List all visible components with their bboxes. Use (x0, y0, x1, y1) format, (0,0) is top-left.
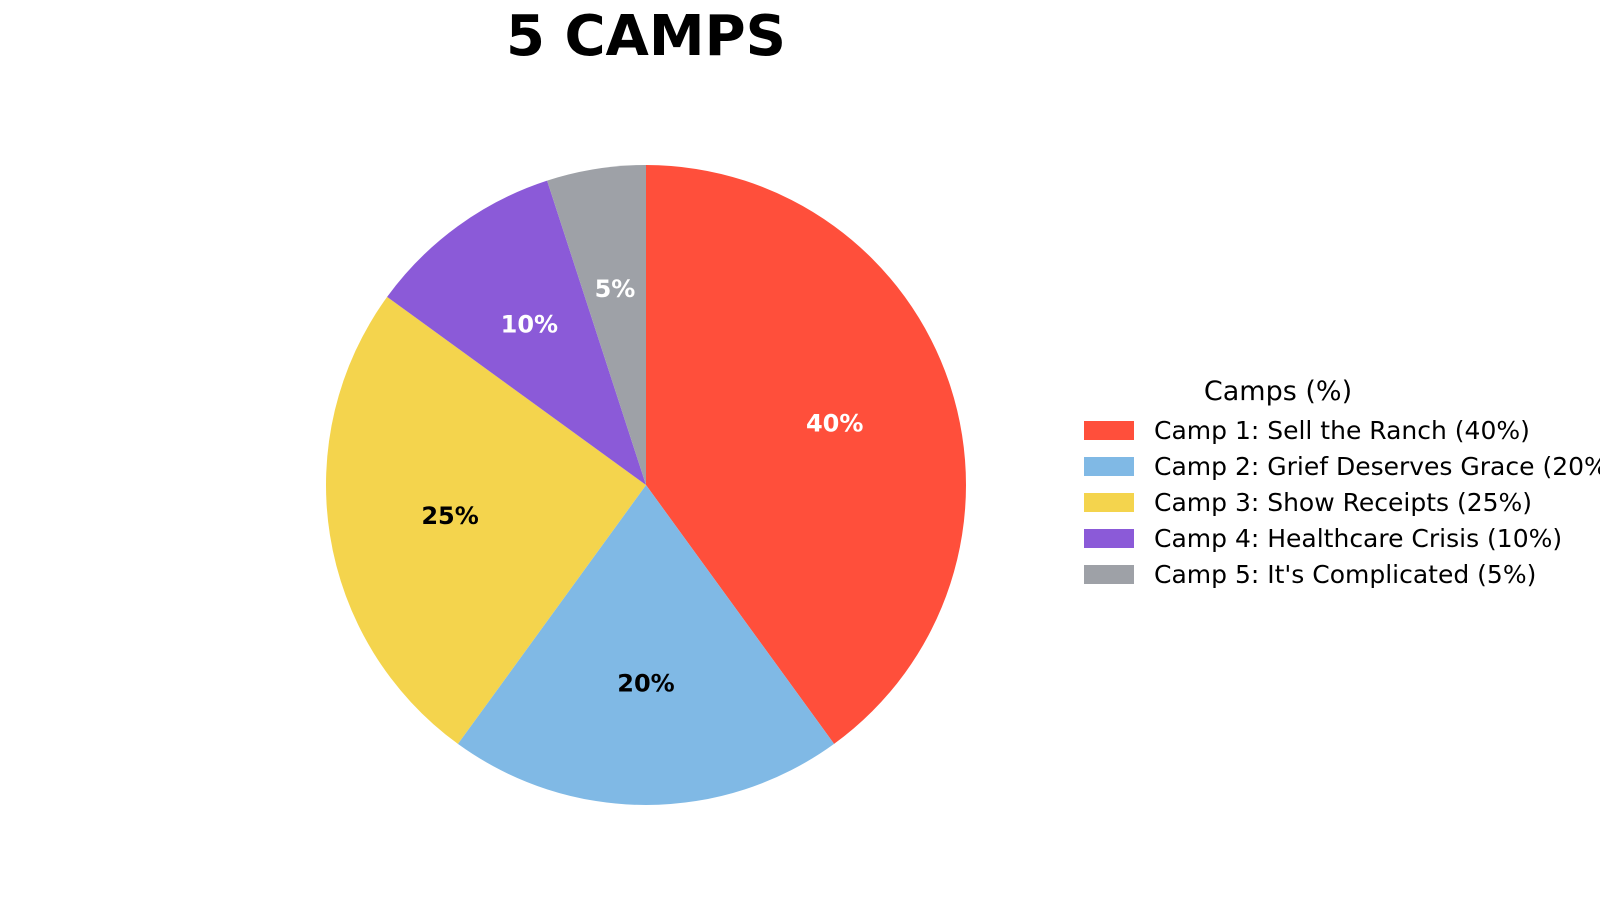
legend-label-1: Camp 1: Sell the Ranch (40%) (1154, 415, 1530, 445)
legend-swatch-5 (1084, 564, 1134, 584)
legend-title: Camps (%) (1203, 376, 1353, 407)
legend-swatch-3 (1084, 492, 1134, 512)
legend-item-4: Camp 4: Healthcare Crisis (10%) (1084, 520, 1600, 556)
pie-slice-4 (387, 180, 646, 485)
legend-label-2: Camp 2: Grief Deserves Grace (20%) (1154, 451, 1600, 481)
slice-label-2: 20% (617, 669, 674, 697)
legend: Camps (%) Camp 1: Sell the Ranch (40%) Ca… (1084, 372, 1600, 592)
slice-labels: 40% 20% 25% 10% 5% (421, 275, 863, 697)
legend-item-2: Camp 2: Grief Deserves Grace (20%) (1084, 448, 1600, 484)
slice-label-4: 10% (501, 310, 558, 338)
pie-slice-2 (457, 485, 835, 805)
legend-label-3: Camp 3: Show Receipts (25%) (1154, 487, 1533, 517)
pie-slice-1 (646, 165, 966, 744)
pie-slice-5 (547, 165, 646, 485)
legend-label-4: Camp 4: Healthcare Crisis (10%) (1154, 523, 1563, 553)
legend-swatch-2 (1084, 456, 1134, 476)
legend-label-5: Camp 5: It's Complicated (5%) (1154, 559, 1537, 589)
slice-label-3: 25% (421, 502, 478, 530)
legend-item-5: Camp 5: It's Complicated (5%) (1084, 556, 1600, 592)
legend-swatch-1 (1084, 420, 1134, 440)
legend-swatch-4 (1084, 528, 1134, 548)
legend-items: Camp 1: Sell the Ranch (40%) Camp 2: Grie… (1084, 412, 1600, 592)
chart-title: 5 CAMPS (506, 4, 786, 69)
legend-item-3: Camp 3: Show Receipts (25%) (1084, 484, 1600, 520)
slice-label-1: 40% (806, 410, 863, 438)
pie-slice-3 (326, 296, 646, 744)
legend-item-1: Camp 1: Sell the Ranch (40%) (1084, 412, 1600, 448)
slice-label-5: 5% (595, 275, 636, 303)
